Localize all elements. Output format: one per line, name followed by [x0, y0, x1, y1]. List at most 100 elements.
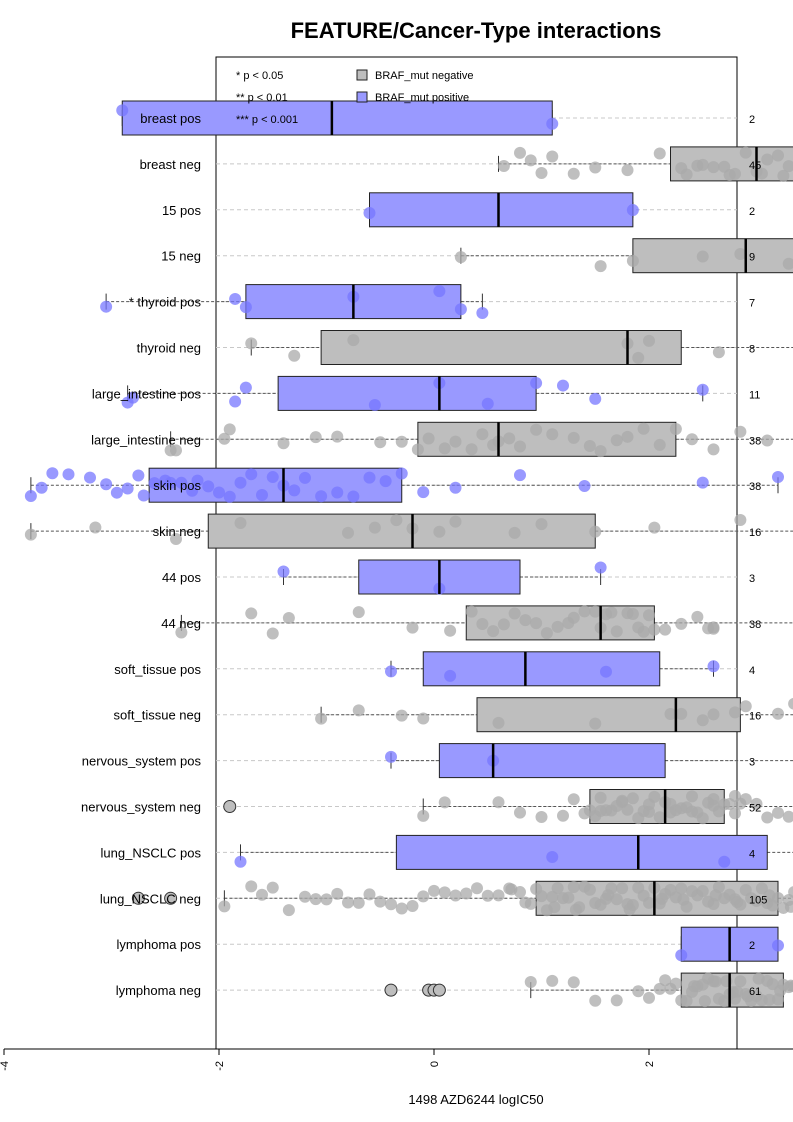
data-point: [514, 146, 526, 159]
data-point: [170, 532, 182, 545]
data-point: [444, 669, 457, 682]
legend: * p < 0.05 ** p < 0.01 *** p < 0.001 BRAF_m…: [236, 69, 473, 126]
data-point: [449, 481, 462, 494]
data-point: [626, 608, 639, 621]
data-point: [374, 436, 387, 449]
data-point: [680, 994, 693, 1007]
data-point: [223, 490, 236, 503]
data-point: [763, 889, 776, 902]
data-point: [535, 890, 548, 903]
data-point: [352, 896, 365, 909]
data-point: [774, 984, 787, 997]
data-point: [342, 526, 354, 539]
data-point: [750, 894, 763, 907]
data-point: [492, 716, 505, 729]
data-point: [514, 806, 526, 819]
data-point: [548, 901, 561, 914]
data-point: [788, 886, 793, 898]
data-point: [390, 514, 403, 527]
data-point: [763, 993, 776, 1006]
data-point: [46, 467, 59, 480]
data-point: [505, 883, 518, 896]
data-point: [417, 486, 430, 499]
data-point: [696, 885, 709, 898]
data-point: [148, 477, 161, 490]
data-points: [24, 101, 793, 1008]
data-point: [677, 893, 690, 906]
outlier-point: [432, 983, 446, 997]
box: [632, 238, 793, 274]
data-point: [632, 985, 645, 998]
data-point: [422, 432, 435, 445]
data-point: [569, 903, 582, 916]
data-point: [696, 476, 709, 489]
data-point: [229, 395, 242, 408]
data-point: [567, 793, 580, 806]
data-point: [433, 285, 446, 298]
data-point: [234, 855, 247, 868]
data-point: [691, 610, 704, 623]
data-point: [223, 423, 236, 436]
group-count: 38: [749, 435, 761, 447]
group-label: lymphoma neg: [116, 983, 201, 998]
data-point: [750, 797, 763, 810]
data-point: [438, 886, 451, 899]
data-point: [761, 811, 774, 824]
data-point: [363, 206, 376, 219]
group-count: 52: [749, 803, 761, 815]
data-point: [245, 880, 258, 893]
data-point: [546, 117, 559, 130]
data-point: [734, 248, 747, 261]
data-point: [508, 526, 521, 539]
data-point: [698, 995, 711, 1008]
data-point: [288, 484, 301, 497]
data-point: [734, 513, 747, 526]
x-tick-label: 0: [429, 1061, 441, 1067]
outlier-point: [131, 891, 145, 905]
data-point: [530, 377, 543, 390]
data-point: [784, 900, 793, 913]
data-point: [761, 153, 774, 166]
outlier-point: [223, 800, 237, 813]
data-point: [347, 490, 360, 503]
data-point: [675, 707, 688, 720]
data-point: [256, 888, 268, 901]
data-point: [460, 887, 473, 900]
group-label: breast pos: [140, 111, 201, 126]
data-point: [379, 475, 392, 488]
data-point: [256, 488, 268, 501]
data-point: [374, 895, 387, 908]
data-point: [385, 665, 397, 678]
data-point: [175, 626, 188, 639]
data-point: [309, 893, 322, 906]
data-point: [675, 949, 688, 962]
data-point: [623, 903, 636, 916]
data-point: [524, 975, 537, 988]
data-point: [132, 469, 145, 482]
data-point: [331, 430, 344, 443]
data-point: [621, 430, 634, 443]
group-count: 7: [749, 298, 755, 310]
data-point: [729, 790, 741, 803]
data-point: [385, 750, 397, 763]
data-point: [546, 890, 559, 903]
outlier-point: [384, 983, 398, 997]
data-point: [739, 146, 752, 159]
data-point: [524, 897, 537, 910]
data-point: [218, 900, 231, 913]
data-point: [497, 618, 510, 631]
data-point: [739, 700, 752, 713]
group-label: 44 pos: [162, 570, 202, 585]
data-point: [734, 425, 747, 438]
data-point: [245, 607, 258, 620]
data-point: [567, 431, 580, 444]
data-point: [89, 521, 102, 534]
data-point: [648, 790, 661, 803]
data-point: [669, 977, 682, 990]
data-point: [578, 479, 591, 492]
data-point: [675, 882, 688, 895]
group-label: breast neg: [140, 157, 201, 172]
group-label: nervous_system neg: [81, 800, 201, 815]
data-point: [788, 697, 793, 710]
group-label: 15 pos: [162, 203, 202, 218]
